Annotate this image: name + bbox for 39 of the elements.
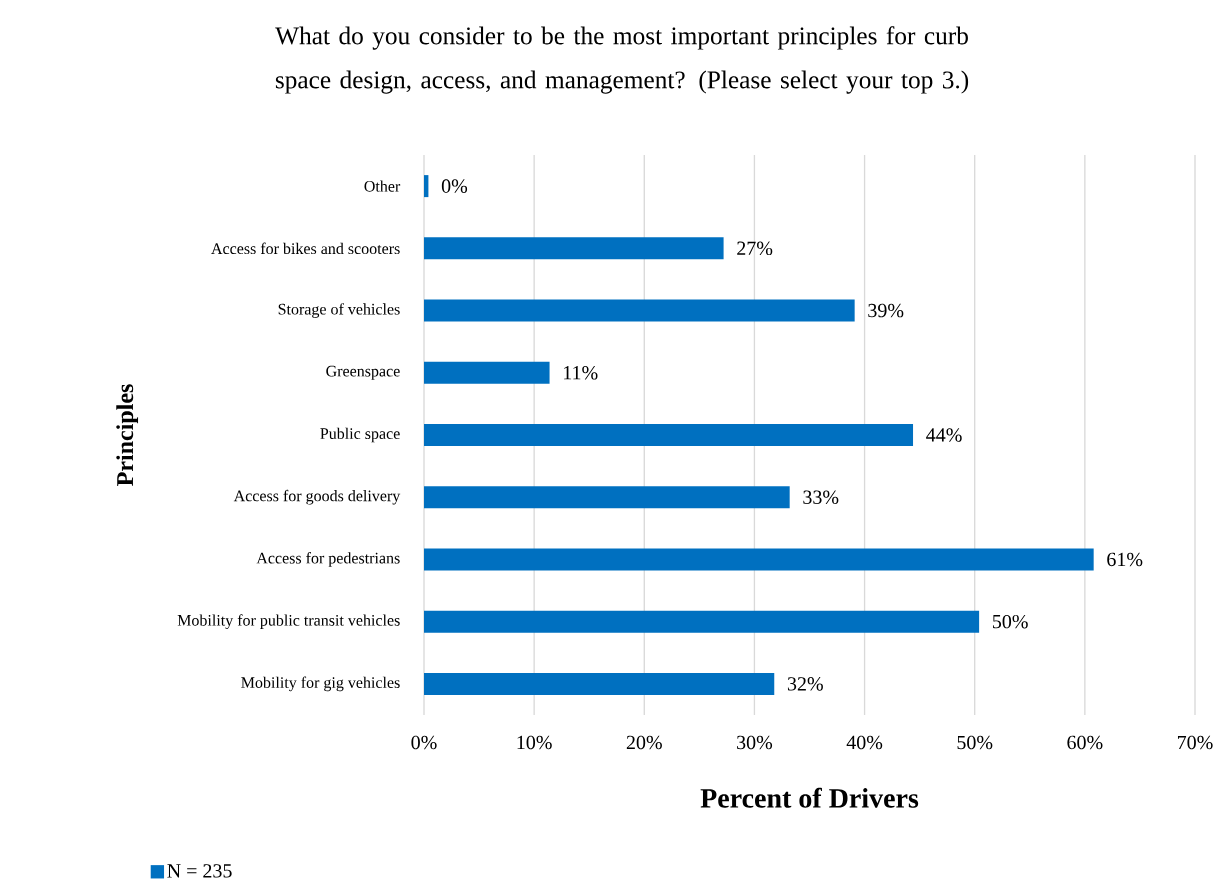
x-tick-label: 60%	[1067, 735, 1103, 750]
bar	[424, 299, 855, 322]
data-label: 50%	[993, 614, 1028, 629]
bar	[424, 548, 1094, 571]
x-tick-label: 0%	[411, 735, 437, 750]
chart-title: What do you consider to be the most important principles for curb space design, access, and management? (Please select your top 3.)	[275, 26, 969, 94]
bar	[424, 672, 775, 695]
data-label: 44%	[926, 428, 962, 442]
bar	[424, 610, 980, 633]
y-axis-title: Principles	[116, 384, 139, 486]
y-tick-label: Mobility for gig vehicles	[241, 676, 400, 692]
x-tick-label: 20%	[626, 735, 662, 750]
y-tick-label: Other	[364, 180, 401, 192]
data-label: 0%	[441, 179, 468, 193]
y-tick-label: Access for goods delivery	[233, 489, 401, 505]
data-label: 39%	[868, 303, 904, 318]
bar	[424, 361, 550, 384]
x-tick-label: 30%	[737, 735, 773, 750]
bar	[424, 486, 790, 509]
y-tick-label: Greenspace	[326, 365, 400, 380]
legend-label: N = 235	[167, 864, 232, 878]
x-axis-title: Percent of Drivers	[700, 787, 919, 808]
y-tick-label: Mobility for public transit vehicles	[177, 614, 400, 630]
y-tick-label: Access for pedestrians	[256, 552, 400, 567]
y-tick-label: Storage of vehicles	[278, 303, 400, 318]
bar	[424, 175, 429, 198]
bar	[424, 237, 724, 260]
data-label: 33%	[803, 490, 839, 505]
x-tick-label: 40%	[846, 735, 883, 750]
x-tick-label: 50%	[957, 735, 993, 750]
data-label: 11%	[564, 365, 598, 380]
x-tick-label: 70%	[1177, 735, 1213, 750]
data-label: 32%	[787, 677, 823, 691]
y-tick-label: Public space	[320, 427, 400, 443]
data-label: 61%	[1107, 552, 1143, 567]
data-label: 27%	[737, 241, 773, 256]
bar	[424, 424, 914, 446]
x-tick-label: 10%	[517, 735, 552, 750]
y-tick-label: Access for bikes and scooters	[211, 242, 400, 255]
